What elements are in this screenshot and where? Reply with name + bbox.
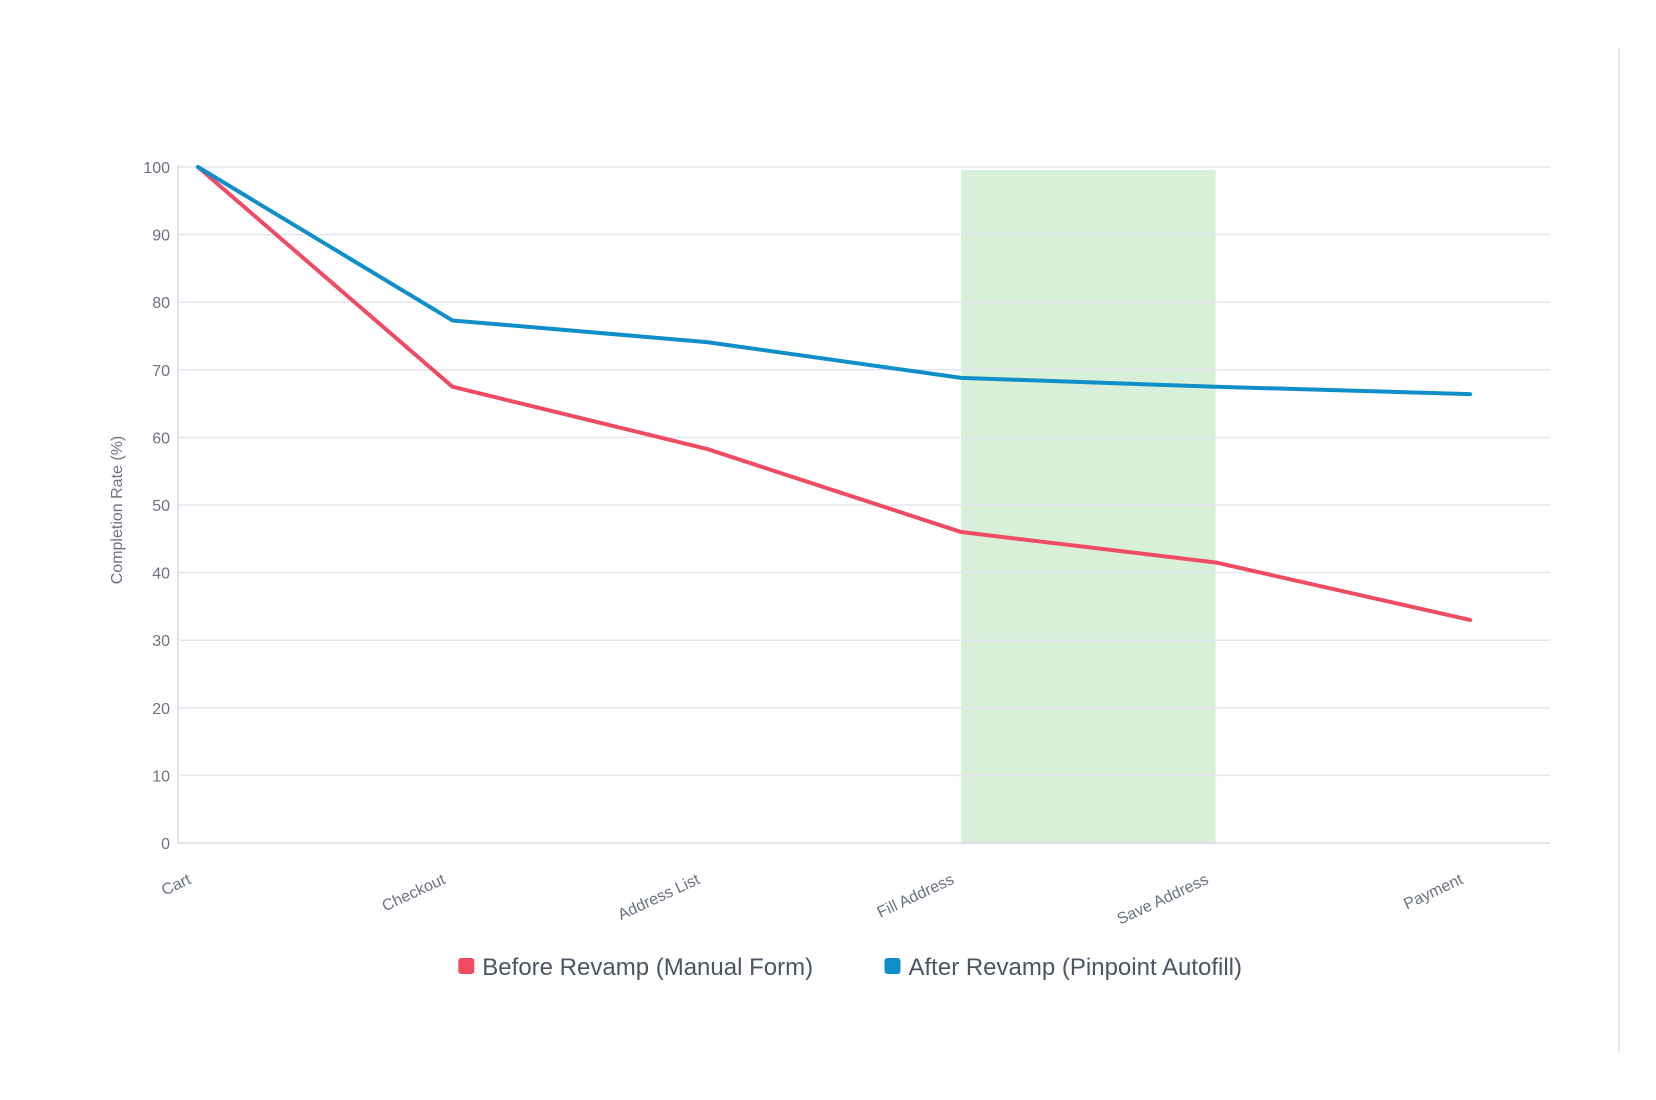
axis-layer bbox=[178, 165, 1550, 843]
y-tick-label-20: 20 bbox=[152, 701, 170, 718]
y-tick-label-70: 70 bbox=[152, 363, 170, 380]
legend-label: After Revamp (Pinpoint Autofill) bbox=[909, 954, 1242, 981]
x-tick-label-save-address: Save Address bbox=[1115, 871, 1212, 928]
y-tick-label-40: 40 bbox=[152, 566, 170, 583]
y-tick-label-0: 0 bbox=[161, 836, 170, 853]
y-tick-label-80: 80 bbox=[152, 295, 170, 312]
legend-swatch bbox=[885, 958, 901, 974]
x-tick-label-payment: Payment bbox=[1401, 871, 1466, 913]
legend-layer: Before Revamp (Manual Form) After Revamp … bbox=[458, 954, 1242, 981]
series-line-after-revamp bbox=[198, 167, 1470, 394]
x-tick-label-cart: Cart bbox=[159, 871, 194, 899]
panel-divider bbox=[1618, 48, 1620, 1053]
y-tick-label-50: 50 bbox=[152, 498, 170, 515]
x-tick-label-address-list: Address List bbox=[616, 871, 703, 924]
y-tick-label-60: 60 bbox=[152, 430, 170, 447]
y-axis-title: Completion Rate (%) bbox=[109, 436, 126, 585]
x-tick-label-checkout: Checkout bbox=[380, 871, 449, 915]
grid-layer bbox=[178, 167, 1550, 775]
highlight-band bbox=[961, 170, 1215, 843]
y-tick-label-100: 100 bbox=[143, 160, 170, 177]
y-tick-label-90: 90 bbox=[152, 228, 170, 245]
legend-label: Before Revamp (Manual Form) bbox=[482, 954, 813, 981]
y-tick-label-30: 30 bbox=[152, 633, 170, 650]
x-tick-label-fill-address: Fill Address bbox=[875, 871, 957, 921]
y-tick-label-10: 10 bbox=[152, 768, 170, 785]
legend-item-after-revamp[interactable]: After Revamp (Pinpoint Autofill) bbox=[885, 954, 1242, 981]
legend-swatch bbox=[458, 958, 474, 974]
highlight-layer bbox=[961, 170, 1215, 843]
legend-item-before-revamp[interactable]: Before Revamp (Manual Form) bbox=[458, 954, 813, 981]
label-layer: 0 10 20 30 40 50 60 70 80 90 100 Cart Checkout Addres… bbox=[109, 160, 1466, 928]
